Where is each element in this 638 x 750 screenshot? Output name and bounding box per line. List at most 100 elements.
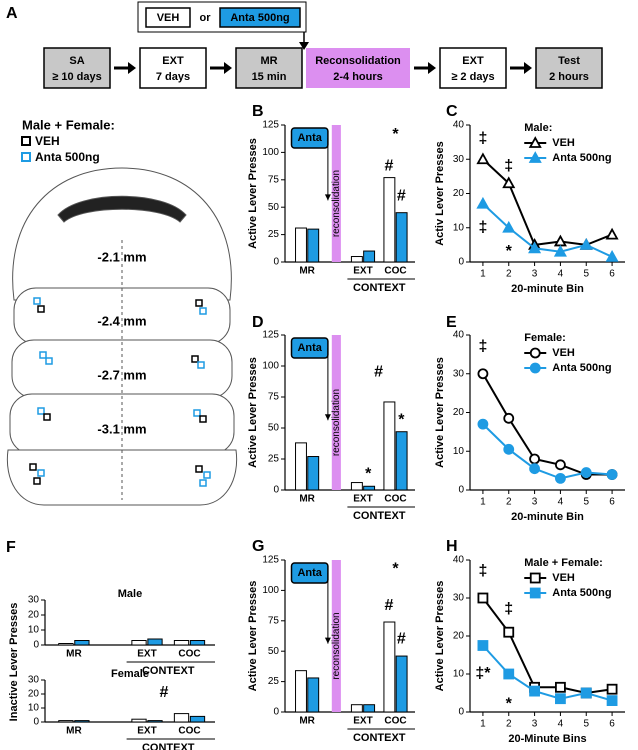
placement	[195, 465, 203, 473]
step-label: Test	[558, 55, 580, 67]
bar	[383, 177, 396, 263]
bar	[74, 640, 90, 646]
anta-label: Anta 500ng	[230, 12, 289, 24]
y-tick-label: 10	[453, 446, 465, 457]
point	[606, 695, 618, 706]
anta-label: Anta	[297, 567, 322, 579]
step-box	[439, 47, 507, 89]
panel-letter: G	[252, 538, 264, 555]
y-tick-label: 0	[458, 257, 464, 268]
y-axis-label: Active Lever Presses	[247, 138, 259, 249]
significance: ‡	[504, 601, 513, 618]
point	[476, 152, 490, 165]
placement	[191, 355, 199, 363]
point	[477, 640, 489, 651]
bar	[350, 704, 363, 713]
significance: ‡	[504, 157, 513, 174]
panel-letter: D	[252, 314, 264, 331]
legend-marker	[529, 587, 541, 599]
bar	[307, 228, 320, 263]
bar	[363, 250, 376, 263]
placement	[39, 351, 47, 359]
legend-swatch	[21, 152, 31, 162]
y-tick-label: 0	[273, 257, 279, 268]
significance: #	[160, 684, 169, 701]
x-tick-label: EXT	[353, 716, 372, 727]
point	[477, 418, 489, 430]
point	[477, 368, 489, 380]
y-tick-label: 25	[268, 229, 280, 240]
y-tick-label: 30	[28, 675, 40, 686]
placement	[203, 471, 211, 479]
chart-title: Male	[118, 588, 142, 600]
y-tick-label: 10	[453, 669, 465, 680]
x-axis-label: 20-Minute Bins	[508, 733, 586, 745]
y-axis-label: Active Lever Presses	[434, 357, 446, 468]
legend-marker	[529, 572, 541, 584]
bar	[350, 256, 363, 263]
x-tick-label: 1	[480, 269, 486, 280]
y-tick-label: 100	[262, 147, 279, 158]
bar	[295, 442, 307, 491]
significance: *	[506, 243, 513, 260]
timeline: SA ≥ 10 days EXT 7 days MR 15 min Reconsolidat…	[43, 47, 603, 89]
x-tick-label: COC	[384, 266, 406, 277]
placement	[43, 413, 51, 421]
y-tick-label: 25	[268, 454, 280, 465]
x-tick-label: 3	[532, 719, 538, 730]
y-tick-label: 50	[268, 202, 280, 213]
y-axis-label: Active Lever Presses	[247, 357, 259, 468]
placement	[33, 297, 41, 305]
step-label: MR	[260, 55, 277, 67]
x-tick-label: 2	[506, 719, 512, 730]
section-outline	[12, 167, 232, 301]
point	[555, 459, 566, 471]
y-axis-label: Activ Lever Presses	[434, 141, 446, 246]
y-tick-label: 20	[453, 407, 465, 418]
y-tick-label: 0	[458, 707, 464, 718]
arrowhead	[324, 414, 331, 421]
point	[476, 196, 490, 209]
y-tick-label: 0	[273, 485, 279, 496]
atlas-title: Male + Female:	[22, 117, 115, 132]
step-label: EXT	[162, 55, 184, 67]
significance: *	[392, 560, 399, 577]
y-axis-label: Active Lever Presses	[434, 581, 446, 692]
point	[605, 227, 619, 240]
or-label: or	[200, 12, 212, 24]
y-tick-label: 30	[28, 595, 40, 606]
x-tick-label: EXT	[353, 494, 372, 505]
x-tick-label: COC	[384, 716, 406, 727]
bar	[58, 720, 74, 723]
reconsolidation-band	[331, 335, 341, 490]
bar	[383, 621, 396, 713]
bar	[307, 456, 320, 491]
x-axis-label: CONTEXT	[142, 665, 195, 677]
series-line	[482, 373, 613, 476]
x-tick-label: 6	[609, 269, 615, 280]
x-tick-label: MR	[66, 649, 82, 660]
arrowhead	[524, 62, 532, 74]
x-axis-label: 20-minute Bin	[511, 283, 584, 295]
x-tick-label: 4	[558, 719, 564, 730]
x-tick-label: 2	[506, 497, 512, 508]
placement	[199, 415, 207, 423]
step-box	[235, 47, 303, 89]
x-tick-label: COC	[178, 649, 200, 660]
atlas-legend: VEH	[35, 134, 60, 148]
x-tick-label: COC	[384, 494, 406, 505]
significance: ‡	[478, 130, 487, 147]
y-tick-label: 50	[268, 646, 280, 657]
legend-title: Male + Female:	[524, 557, 603, 569]
bar	[395, 655, 408, 713]
legend-marker	[528, 151, 542, 163]
x-tick-label: 4	[558, 269, 564, 280]
section-label: -2.4 mm	[97, 313, 146, 328]
x-tick-label: 3	[532, 497, 538, 508]
x-axis-label: CONTEXT	[353, 510, 406, 522]
x-tick-label: 4	[558, 497, 564, 508]
x-axis-label: CONTEXT	[353, 732, 406, 744]
panel-letter: H	[446, 538, 458, 555]
significance: #	[385, 597, 394, 614]
